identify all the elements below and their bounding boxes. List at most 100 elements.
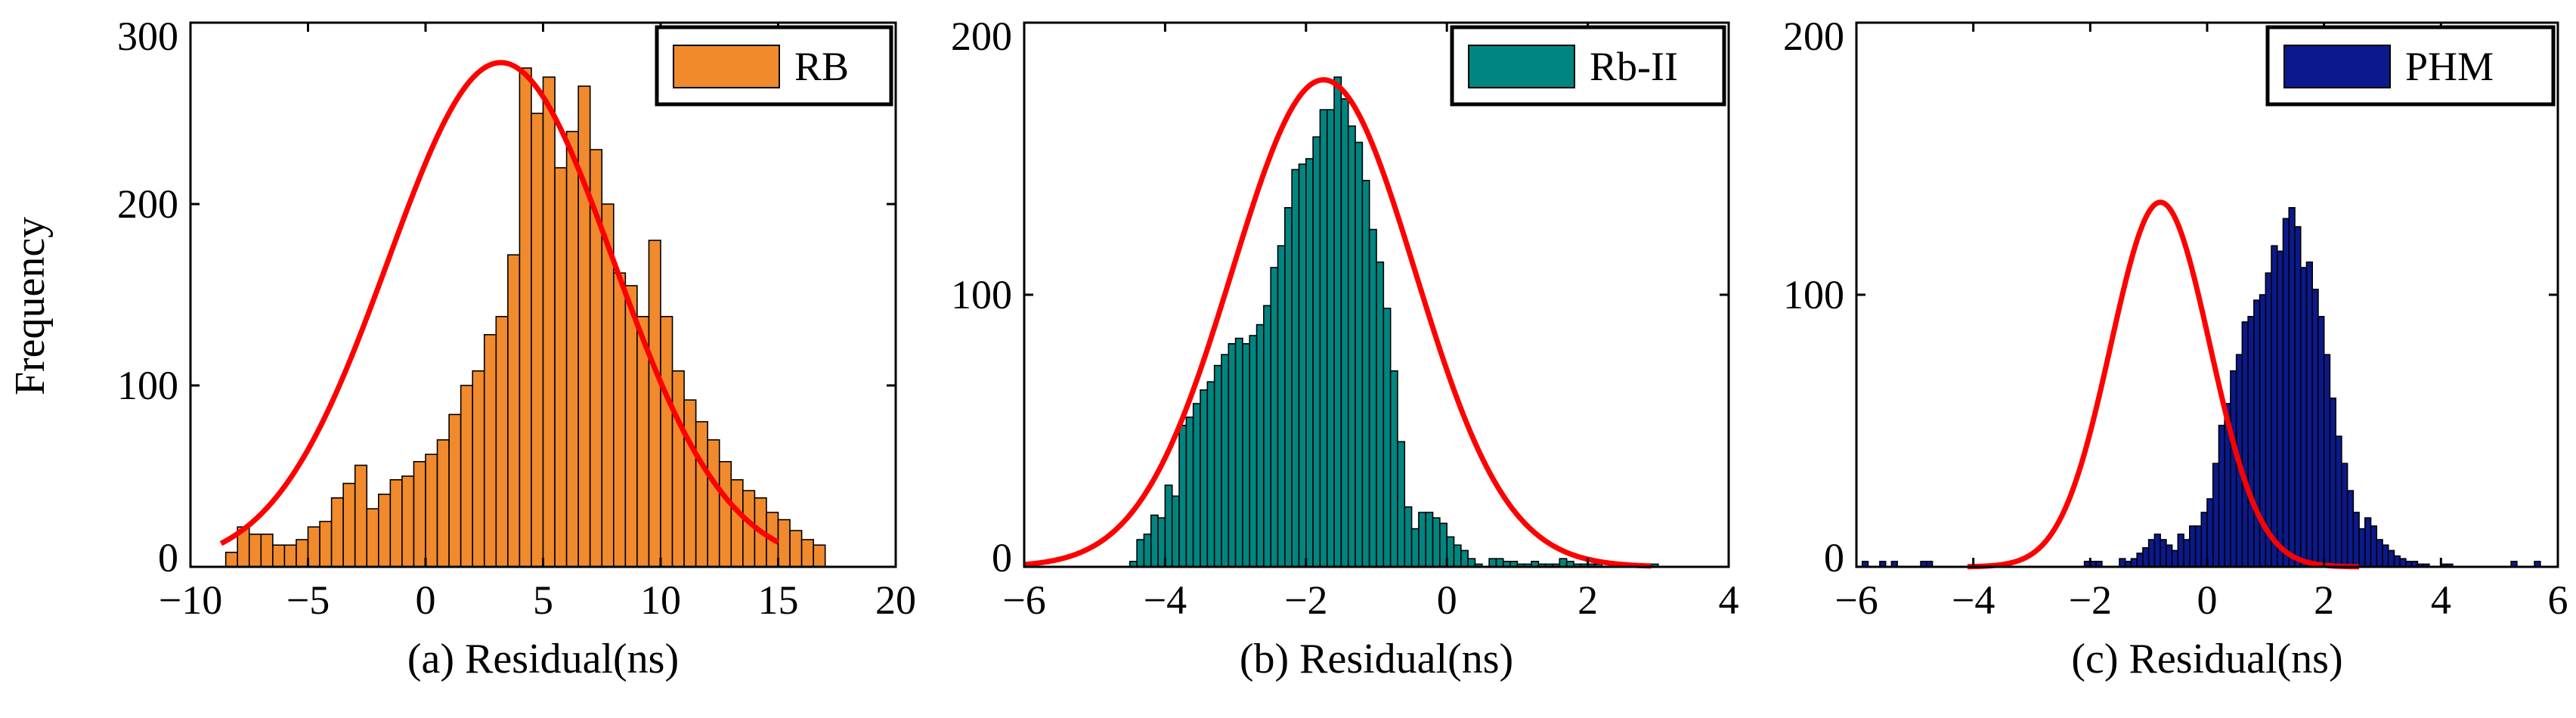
bar [531, 113, 544, 568]
bar [1559, 558, 1568, 568]
legend: PHM [2265, 25, 2556, 107]
x-tick-label: 10 [640, 577, 681, 623]
bar [612, 272, 627, 568]
bar [2323, 354, 2331, 568]
bar [2230, 370, 2237, 568]
y-tick-label: 100 [951, 272, 1012, 317]
legend: RB [655, 25, 893, 107]
bar [1368, 228, 1377, 568]
bar [1340, 98, 1349, 568]
bar [1213, 364, 1222, 568]
bar [1326, 109, 1335, 568]
bar [2387, 549, 2395, 568]
bar [1376, 261, 1385, 568]
bar [2265, 272, 2272, 568]
bar [401, 475, 415, 568]
x-tick-label: 20 [875, 577, 916, 623]
bar [1270, 267, 1279, 568]
bar [2218, 424, 2225, 568]
x-tick-label: 5 [533, 577, 553, 623]
bar [1347, 125, 1356, 568]
bar [2329, 397, 2336, 568]
bar [1234, 337, 1243, 568]
bar [1404, 506, 1413, 568]
x-tick-label: −4 [1144, 577, 1187, 623]
bar [1312, 136, 1321, 568]
bar [283, 544, 297, 568]
x-tick-label: 4 [1719, 577, 1739, 623]
y-tick-label: 0 [158, 535, 178, 580]
bar [2194, 525, 2203, 568]
bar [1432, 517, 1441, 568]
bar [2393, 555, 2401, 568]
bar [1425, 512, 1434, 568]
bar [2335, 435, 2342, 568]
bar [1192, 403, 1201, 568]
bar [2177, 533, 2184, 568]
bar [2136, 552, 2144, 568]
bar [2119, 558, 2126, 568]
bar [377, 494, 392, 568]
bar [1143, 533, 1152, 568]
bar [742, 490, 756, 568]
bar [342, 482, 356, 568]
bar [260, 533, 274, 568]
bar [2277, 250, 2284, 568]
bar [813, 544, 826, 568]
bar [800, 539, 814, 568]
y-tick-label: 200 [951, 14, 1012, 59]
bar [1495, 558, 1504, 568]
bar [2212, 463, 2220, 568]
bar [1361, 180, 1370, 568]
x-tick-label: 2 [1577, 577, 1598, 623]
x-axis-label: (c) Residual(ns) [2071, 636, 2342, 682]
y-tick-label: 100 [117, 363, 178, 408]
bar [2282, 218, 2290, 568]
legend-label: RB [794, 44, 849, 89]
bar [1305, 158, 1314, 568]
bar [1228, 342, 1237, 568]
fit-curve [219, 60, 780, 546]
bars-a [224, 67, 826, 568]
bar [2399, 558, 2407, 568]
x-tick-label: 4 [2431, 577, 2451, 623]
x-tick-label: 15 [758, 577, 799, 623]
bar [2247, 315, 2255, 568]
legend-label: Rb-II [1590, 44, 1678, 89]
bar [565, 131, 579, 568]
bar [366, 508, 379, 568]
x-tick-label: −5 [286, 577, 330, 623]
bar [1136, 539, 1145, 568]
bar [718, 460, 732, 568]
x-tick-label: 6 [2548, 577, 2568, 623]
bar [519, 67, 532, 568]
y-tick-label: 100 [1783, 272, 1844, 317]
bar [2183, 539, 2191, 568]
bar [2241, 321, 2249, 568]
bar [224, 551, 238, 568]
bar [296, 539, 309, 568]
bar [1467, 558, 1476, 568]
bar [1453, 544, 1462, 568]
bar [1255, 323, 1265, 568]
bar [1171, 495, 1180, 568]
bar [1185, 416, 1194, 568]
bar [413, 460, 426, 568]
bar [2142, 546, 2150, 568]
bar [1460, 549, 1469, 568]
bar [460, 385, 474, 568]
bar [2171, 549, 2179, 568]
panel-c: −6 −4 −2 0 2 4 6 0 100 200 (c) Residual(ns) PHM [1783, 14, 2568, 682]
bar [248, 533, 262, 568]
x-tick-label: 0 [2197, 577, 2218, 623]
bar [683, 399, 697, 568]
bar [483, 333, 497, 568]
bar [2346, 490, 2355, 568]
bar [1291, 169, 1300, 568]
x-tick-label: 0 [416, 577, 436, 623]
bar [1164, 484, 1173, 568]
bar [2153, 533, 2161, 568]
bar [507, 254, 521, 568]
bar [2358, 528, 2366, 568]
